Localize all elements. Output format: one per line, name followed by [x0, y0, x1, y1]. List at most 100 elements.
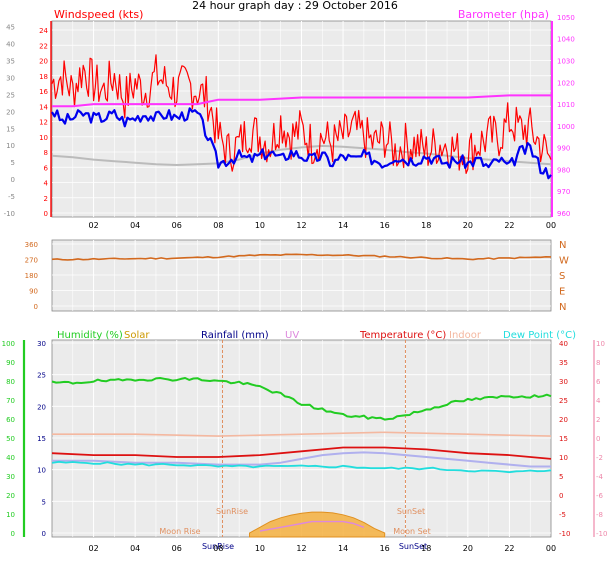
windspeed-axis-title: Windspeed (kts): [54, 8, 143, 21]
rain-tick-25: 25: [37, 372, 46, 380]
wind-x-tick-12: 12: [296, 221, 306, 230]
wind-inner-tick-22: 22: [39, 42, 48, 50]
annotation-sunrise-0: SunRise: [216, 507, 248, 516]
environment-x-tick-00: 00: [546, 544, 556, 553]
environment-x-tick-06: 06: [172, 544, 182, 553]
wind-outer-tick-0: 0: [11, 176, 15, 184]
direction-right-tick-S-2: S: [559, 271, 565, 282]
series-direction-line: [51, 253, 552, 261]
wind-inner-tick-2: 2: [44, 195, 48, 203]
annotation-moon-set-3: Moon Set: [393, 527, 430, 536]
humidity-tick-80: 80: [6, 378, 15, 386]
wind-outer-tick-45: 45: [6, 24, 15, 32]
legend-temperature-c-: Temperature (°C): [359, 330, 446, 341]
humidity-tick-10: 10: [6, 511, 15, 519]
barometer-tick-1010: 1010: [557, 101, 575, 109]
wind-inner-tick-8: 8: [44, 149, 48, 157]
uv-tick--6-2: -6: [596, 492, 604, 500]
wind-x-tick-10: 10: [255, 221, 265, 230]
direction-right-tick-N-0: N: [559, 302, 566, 313]
wind-inner-tick-24: 24: [39, 27, 48, 35]
wind-outer-tick-35: 35: [6, 58, 15, 66]
legend-uv: UV: [285, 330, 299, 341]
uv-tick-8-9: 8: [596, 359, 600, 367]
barometer-tick-980: 980: [557, 166, 570, 174]
barometer-axis-title: Barometer (hpa): [458, 8, 549, 21]
environment-x-tick-22: 22: [504, 544, 514, 553]
barometer-tick-1040: 1040: [557, 36, 575, 44]
humidity-tick-50: 50: [6, 435, 15, 443]
humidity-tick-70: 70: [6, 397, 15, 405]
annotation-moon-rise-2: Moon Rise: [159, 527, 200, 536]
wind-x-tick-04: 04: [130, 221, 140, 230]
wind-outer-tick-5: 5: [11, 159, 15, 167]
temperature-tick--10: -10: [559, 530, 570, 538]
wind-x-tick-00: 00: [546, 221, 556, 230]
environment-x-tick-20: 20: [463, 544, 473, 553]
wind-outer-tick-30: 30: [6, 74, 15, 82]
humidity-tick-90: 90: [6, 359, 15, 367]
environment-x-tick-08: 08: [213, 544, 223, 553]
wind-inner-tick-20: 20: [39, 58, 48, 66]
series-average-line: [51, 107, 552, 180]
series-solar-line: [259, 520, 365, 532]
wind-outer-tick-40: 40: [6, 41, 15, 49]
humidity-tick-20: 20: [6, 492, 15, 500]
environment-x-tick-18: 18: [421, 544, 431, 553]
series-indoor-line: [52, 431, 552, 437]
environment-x-tick-02: 02: [88, 544, 98, 553]
environment-x-tick-14: 14: [338, 544, 348, 553]
wind-inner-tick-12: 12: [39, 119, 48, 127]
direction-right-tick-E-1: E: [559, 287, 565, 298]
wind-outer-tick-10: 10: [6, 142, 15, 150]
rain-tick-20: 20: [37, 403, 46, 411]
chart-title: 24 hour graph day : 29 October 2016: [192, 0, 398, 12]
environment-x-tick-16: 16: [380, 544, 390, 553]
temperature-tick-5: 5: [559, 473, 563, 481]
barometer-tick-960: 960: [557, 210, 570, 218]
legend-rainfall-mm-: Rainfall (mm): [201, 330, 269, 341]
barometer-tick-1020: 1020: [557, 79, 575, 87]
humidity-tick-0: 0: [11, 530, 15, 538]
uv-tick-2-6: 2: [596, 416, 600, 424]
direction-left-tick-90: 90: [29, 288, 38, 296]
wind-outer-tick-20: 20: [6, 108, 15, 116]
wind-outer-tick--10: -10: [4, 210, 15, 218]
temperature-tick-35: 35: [559, 359, 568, 367]
annotation-sunset-1: SunSet: [397, 507, 425, 516]
wind-x-tick-14: 14: [338, 221, 348, 230]
direction-left-tick-270: 270: [25, 257, 38, 265]
rain-tick-15: 15: [37, 435, 46, 443]
humidity-tick-100: 100: [2, 340, 15, 348]
rain-tick-0: 0: [42, 530, 46, 538]
uv-tick-6-8: 6: [596, 378, 601, 386]
environment-x-tick-10: 10: [255, 544, 265, 553]
humidity-tick-40: 40: [6, 454, 15, 462]
uv-tick-4-7: 4: [596, 397, 601, 405]
uv-tick-0-5: 0: [596, 435, 600, 443]
rain-tick-5: 5: [42, 498, 46, 506]
barometer-tick-970: 970: [557, 188, 570, 196]
direction-left-tick-180: 180: [25, 272, 38, 280]
wind-x-tick-16: 16: [380, 221, 390, 230]
series-humidity-line: [51, 377, 552, 421]
wind-inner-tick-14: 14: [39, 103, 48, 111]
uv-tick--2-4: -2: [596, 454, 603, 462]
wind-x-tick-20: 20: [463, 221, 473, 230]
environment-x-tick-12: 12: [296, 544, 306, 553]
temperature-tick-40: 40: [559, 340, 568, 348]
wind-inner-tick-0: 0: [44, 210, 48, 218]
uv-tick--10-0: -10: [596, 530, 607, 538]
legend-indoor: Indoor: [449, 330, 482, 341]
wind-inner-tick-16: 16: [39, 88, 48, 96]
series-solar-area: [249, 511, 386, 538]
wind-x-tick-22: 22: [504, 221, 514, 230]
series-barometer-line: [52, 94, 551, 108]
wind-outer-tick-15: 15: [6, 125, 15, 133]
wind-inner-tick-6: 6: [44, 164, 49, 172]
uv-tick-10-10: 10: [596, 340, 605, 348]
wind-outer-tick-25: 25: [6, 91, 15, 99]
temperature-tick-15: 15: [559, 435, 568, 443]
